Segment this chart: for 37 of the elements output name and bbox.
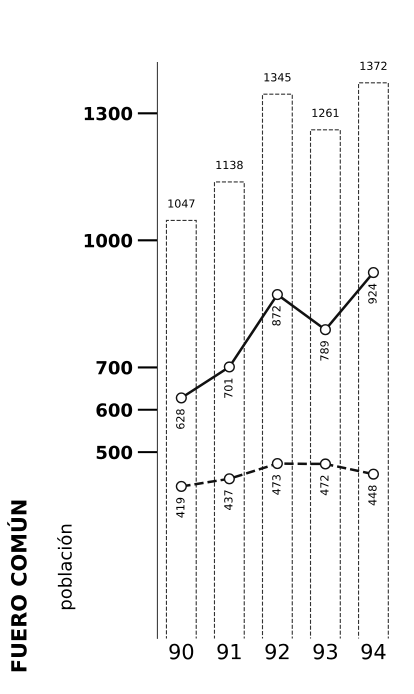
data-label: 437 <box>224 490 233 510</box>
data-label: 701 <box>224 378 233 398</box>
point <box>320 458 331 470</box>
data-label: 1047 <box>168 199 195 208</box>
y-tick-label: 700 <box>96 360 132 375</box>
point <box>176 392 187 404</box>
data-label: 872 <box>272 306 281 326</box>
x-tick-label: 91 <box>217 644 241 660</box>
data-label: 628 <box>176 409 185 429</box>
point <box>176 480 187 492</box>
y-tick-label: 600 <box>96 403 132 417</box>
y-tick-label: 1300 <box>84 106 132 120</box>
x-tick-label: 94 <box>361 644 386 660</box>
data-label: 1372 <box>360 62 386 70</box>
data-label: 472 <box>320 476 328 496</box>
point <box>224 473 235 484</box>
data-label: 789 <box>320 341 329 361</box>
x-tick-label: 93 <box>313 644 337 660</box>
point <box>272 289 283 300</box>
point <box>368 266 379 278</box>
data-label: 419 <box>176 498 185 518</box>
y-axis-title: población <box>57 524 76 610</box>
data-label: 473 <box>272 475 281 495</box>
x-tick-label: 92 <box>265 644 289 660</box>
text: FUERO COMÚN <box>7 500 27 672</box>
data-label: 1138 <box>216 160 243 170</box>
data-label: 448 <box>368 485 377 506</box>
point <box>272 458 283 470</box>
y-tick-label: 1000 <box>84 234 132 248</box>
x-tick-label: 90 <box>169 644 194 660</box>
data-label: 1345 <box>264 73 291 82</box>
point <box>320 324 331 336</box>
point <box>368 468 379 480</box>
data-label: 924 <box>368 284 377 304</box>
y-tick-label: 500 <box>96 446 132 460</box>
point <box>224 361 235 373</box>
data-label: 1261 <box>312 108 339 118</box>
